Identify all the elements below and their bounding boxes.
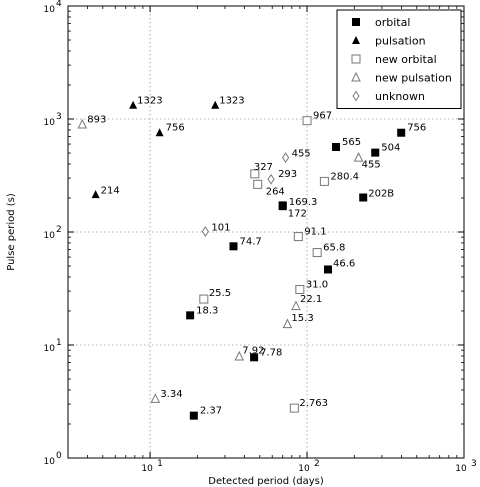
data-point-orbital [278, 201, 287, 210]
point-label: 91.1 [304, 227, 326, 238]
data-point-new-orbital [293, 232, 303, 242]
data-point-pulsation [129, 100, 138, 109]
point-label: 967 [313, 111, 332, 122]
x-tick-label: 10 [455, 464, 467, 474]
data-point-orbital [186, 311, 195, 320]
point-label: 214 [101, 186, 120, 197]
point-label: 7.92 [242, 345, 264, 356]
data-point-new-pulsation [353, 152, 364, 162]
data-point-orbital [371, 148, 380, 157]
data-point-unknown [267, 173, 275, 185]
point-label: 18.3 [196, 305, 218, 316]
data-point-new-pulsation [291, 300, 301, 311]
legend-marker [352, 36, 360, 44]
legend-entry: unknown [375, 90, 425, 103]
legend-marker [351, 71, 361, 82]
y-axis-label: Pulse period (s) [6, 193, 17, 271]
legend-entry: pulsation [375, 35, 426, 48]
x-tick-exponent: 1 [157, 459, 163, 469]
data-point-pulsation [155, 128, 164, 137]
point-label: 455 [362, 160, 381, 171]
point-label: 22.1 [300, 294, 322, 305]
data-point-new-orbital [253, 179, 263, 189]
point-label: 31.0 [306, 279, 328, 290]
data-points [77, 100, 406, 420]
point-label: 172 [288, 208, 307, 219]
data-point-orbital [359, 193, 368, 202]
point-label: 565 [342, 137, 361, 148]
data-point-new-pulsation [234, 350, 245, 361]
data-point-pulsation [211, 100, 220, 109]
data-point-new-pulsation [150, 393, 161, 403]
y-tick-exponent: 4 [56, 0, 62, 9]
point-label: 65.8 [323, 243, 345, 254]
data-point-orbital [229, 242, 238, 251]
legend-entry: orbital [375, 16, 410, 29]
point-label: 264 [266, 186, 285, 197]
legend-marker [352, 18, 360, 26]
y-tick-label: 10 [44, 344, 56, 354]
data-point-unknown [281, 152, 290, 164]
point-label: 2.763 [299, 398, 328, 409]
point-label: 25.5 [209, 288, 231, 299]
y-tick-label: 10 [44, 118, 56, 128]
point-label: 15.3 [291, 313, 313, 324]
data-point-orbital [250, 353, 259, 362]
point-label: 101 [211, 223, 230, 234]
point-label: 169.3 [289, 197, 318, 208]
point-label: 455 [292, 149, 311, 160]
point-label: 202B [368, 188, 394, 199]
point-label: 1323 [137, 95, 162, 106]
data-point-new-orbital [295, 284, 305, 294]
point-label: 46.6 [333, 258, 355, 269]
x-tick-exponent: 3 [471, 459, 477, 469]
point-label: 756 [166, 123, 185, 134]
y-tick-exponent: 2 [56, 225, 62, 235]
data-point-new-pulsation [77, 118, 88, 129]
legend-entry: new pulsation [375, 72, 452, 85]
x-tick-label: 10 [298, 464, 310, 474]
y-tick-exponent: 3 [56, 112, 62, 122]
y-tick-label: 10 [44, 231, 56, 241]
point-label: 504 [381, 143, 400, 154]
data-point-new-orbital [319, 176, 329, 186]
legend-entry: new orbital [375, 53, 437, 66]
point-label: 293 [278, 169, 297, 180]
data-point-new-pulsation [282, 318, 293, 329]
legend-marker [352, 90, 360, 102]
data-point-new-orbital [312, 248, 322, 258]
data-point-new-orbital [199, 294, 209, 304]
legend: orbital pulsation new orbital new pulsation… [336, 9, 462, 109]
data-point-new-orbital [250, 169, 260, 179]
x-tick-exponent: 2 [314, 459, 320, 469]
data-point-unknown [201, 226, 209, 237]
data-point-new-orbital [289, 403, 299, 413]
x-tick-label: 10 [141, 464, 153, 474]
data-point-orbital [397, 128, 406, 137]
point-label: 7.78 [260, 347, 282, 358]
data-point-orbital [189, 411, 198, 420]
data-point-orbital [323, 265, 332, 274]
point-label: 280.4 [330, 171, 359, 182]
x-axis-label: Detected period (days) [208, 476, 324, 487]
y-tick-label: 10 [44, 5, 56, 15]
data-point-pulsation [91, 190, 100, 199]
y-tick-exponent: 0 [56, 451, 62, 461]
point-label: 893 [87, 115, 106, 126]
data-point-new-orbital [302, 116, 312, 126]
point-label: 3.34 [160, 389, 182, 400]
point-label: 327 [254, 162, 273, 173]
y-tick-label: 10 [44, 457, 56, 467]
data-point-orbital [332, 143, 341, 152]
point-label: 74.7 [239, 236, 261, 247]
point-label: 2.37 [200, 406, 222, 417]
legend-marker [351, 54, 361, 64]
gridlines [68, 6, 464, 458]
y-tick-exponent: 1 [56, 338, 62, 348]
point-label: 1323 [219, 95, 244, 106]
point-label: 756 [407, 123, 426, 134]
